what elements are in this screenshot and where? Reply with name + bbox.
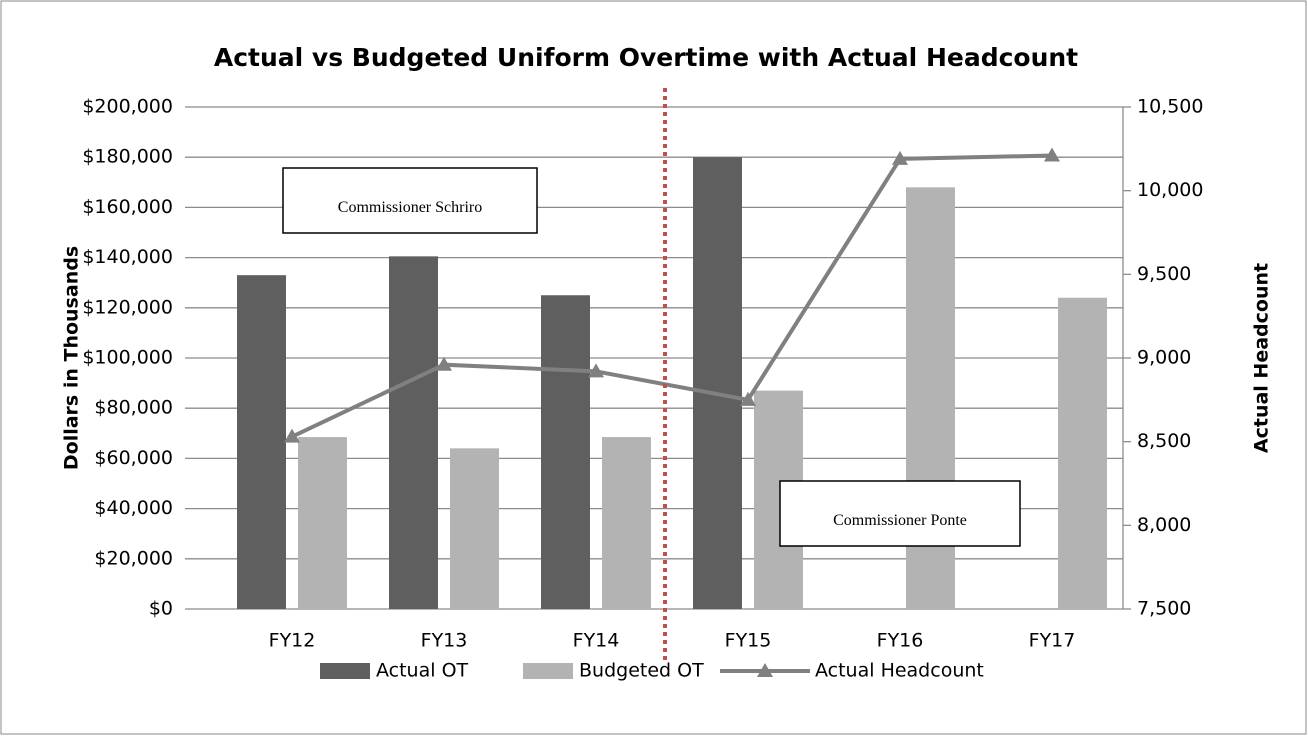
legend-label: Actual Headcount: [815, 660, 984, 682]
y-tick-label: $180,000: [82, 146, 173, 168]
headcount-marker: [284, 428, 300, 443]
y-tick-label: $40,000: [94, 497, 173, 519]
y-tick-label: $120,000: [82, 296, 173, 318]
x-tick-label: FY13: [421, 630, 468, 652]
legend-swatch: [523, 663, 573, 679]
y-tick-label: $160,000: [82, 196, 173, 218]
x-tick-label: FY17: [1029, 630, 1076, 652]
y2-tick-label: 9,000: [1137, 347, 1191, 369]
y2-tick-label: 8,500: [1137, 430, 1191, 452]
x-tick-label: FY14: [573, 630, 620, 652]
bar: [602, 437, 651, 609]
annotation: Commissioner Ponte: [833, 512, 967, 529]
bar: [541, 295, 590, 609]
y2-tick-label: 7,500: [1137, 598, 1191, 620]
legend-label: Actual OT: [376, 660, 469, 682]
x-tick-label: FY12: [269, 630, 316, 652]
headcount-marker: [1044, 147, 1060, 162]
x-tick-label: FY16: [877, 630, 924, 652]
y-tick-label: $0: [149, 598, 173, 620]
headcount-marker: [740, 391, 756, 406]
bar: [389, 256, 438, 609]
legend-label: Budgeted OT: [579, 660, 704, 682]
annotation-box: [779, 480, 1021, 547]
bar: [1058, 297, 1107, 609]
y-tick-label: $140,000: [82, 246, 173, 268]
y-tick-label: $60,000: [94, 447, 173, 469]
y-tick-label: $200,000: [82, 96, 173, 118]
y-tick-label: $100,000: [82, 347, 173, 369]
bar: [693, 157, 742, 609]
headcount-marker: [892, 150, 908, 165]
annotation-box: [282, 167, 538, 234]
legend-marker: [757, 663, 773, 677]
bar: [237, 275, 286, 609]
y-axis-label: Dollars in Thousands: [61, 246, 83, 470]
y2-tick-label: 10,500: [1137, 96, 1203, 118]
headcount-marker: [436, 356, 452, 371]
headcount-marker: [588, 363, 604, 378]
y2-tick-label: 10,000: [1137, 179, 1203, 201]
y2-tick-label: 9,500: [1137, 263, 1191, 285]
y2-axis-label: Actual Headcount: [1251, 263, 1273, 453]
y-tick-label: $80,000: [94, 397, 173, 419]
chart-title: Actual vs Budgeted Uniform Overtime with…: [214, 43, 1078, 72]
bar: [298, 437, 347, 609]
annotation: Commissioner Schriro: [338, 199, 482, 216]
y2-tick-label: 8,000: [1137, 514, 1191, 536]
x-tick-label: FY15: [725, 630, 772, 652]
bar: [450, 448, 499, 609]
y-tick-label: $20,000: [94, 547, 173, 569]
legend-swatch: [320, 663, 370, 679]
headcount-line: [291, 153, 1053, 439]
